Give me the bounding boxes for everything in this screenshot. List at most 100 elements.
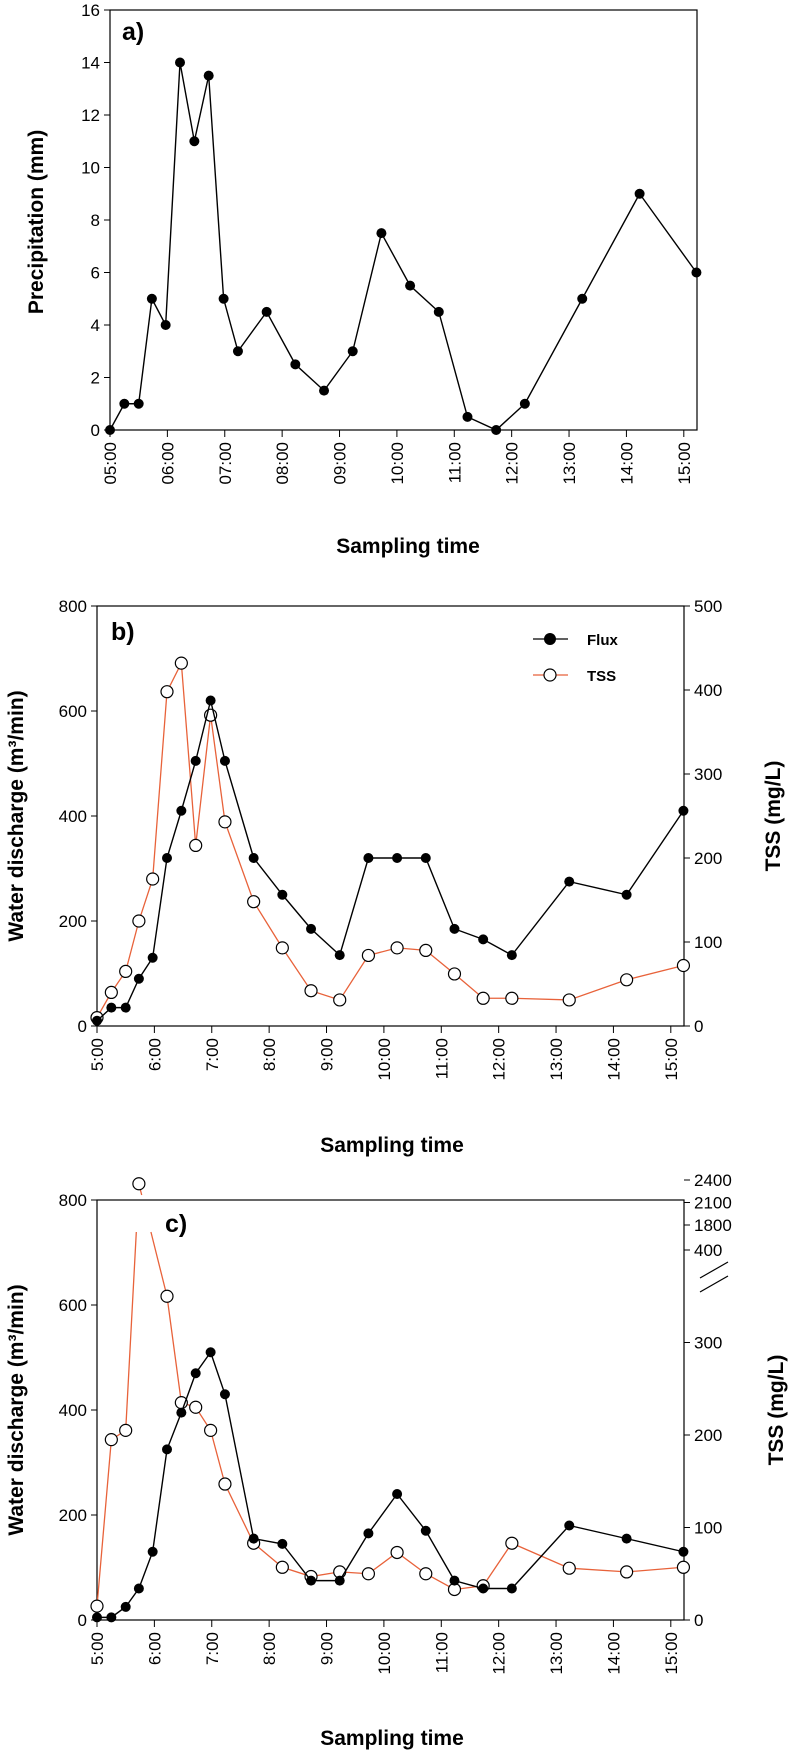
data-point-tss	[620, 973, 634, 987]
x-tick-label: 12:00	[503, 442, 522, 485]
x-tick-label: 11:00	[432, 1632, 451, 1673]
x-tick-label: 5:00	[88, 1632, 107, 1665]
series-line-flux	[97, 1350, 684, 1619]
data-point-precipitation	[634, 188, 645, 199]
y-tick-label: 400	[59, 807, 87, 826]
panel-label-c: c)	[165, 1210, 187, 1238]
x-tick-label: 15:00	[675, 442, 694, 485]
x-tick-label: 14:00	[617, 442, 636, 485]
x-tick-label: 9:00	[318, 1038, 337, 1071]
x-tick-label: 5:00	[88, 1038, 107, 1071]
data-point-flux	[162, 1444, 173, 1455]
y-tick-label: 200	[59, 1506, 87, 1525]
x-tick-label: 15:00	[662, 1632, 681, 1675]
data-point-tss	[562, 1561, 576, 1575]
x-tick-label: 6:00	[145, 1038, 164, 1071]
series-line-flux	[96, 700, 685, 1022]
series-line-tss	[96, 660, 684, 1018]
data-point-flux	[106, 1612, 117, 1623]
y2-tick-label: 200	[694, 849, 722, 868]
x-tick-label: 8:00	[260, 1632, 279, 1665]
x-tick-label: 11:00	[432, 1038, 451, 1079]
data-point-flux	[392, 853, 403, 863]
x-tick-label: 15:00	[662, 1038, 681, 1081]
data-point-tss	[160, 1289, 174, 1303]
data-point-precipitation	[691, 267, 702, 278]
y-tick-label: 14	[81, 54, 100, 73]
data-point-tss	[132, 1177, 146, 1191]
data-point-flux	[363, 1528, 374, 1539]
x-tick-label: 13:00	[547, 1632, 566, 1675]
data-point-precipitation	[189, 136, 200, 147]
y-tick-label: 600	[59, 702, 87, 721]
panel-b: b) Water discharge (m³/min) TSS (mg/L) S…	[5, 597, 785, 1157]
panel-a: a) Precipitation (mm) Sampling time 0 2 4 6…	[25, 1, 702, 558]
data-point-tss	[447, 967, 462, 981]
data-point-flux	[106, 1002, 117, 1013]
plot-frame-a	[109, 9, 698, 431]
x-tick-label: 7:00	[203, 1632, 222, 1665]
x-ticks-c: 5:00 6:00 7:00 8:00 9:00 10:00 11:00 12:00 13:00…	[88, 1620, 681, 1675]
data-point-flux	[621, 1533, 632, 1544]
data-point-flux	[92, 1015, 102, 1026]
data-point-precipitation	[232, 346, 243, 357]
x-tick-label: 06:00	[158, 442, 177, 485]
y2-axis-title-b: TSS (mg/L)	[762, 761, 785, 872]
x-tick-label: 11:00	[445, 442, 464, 483]
data-point-tss	[333, 993, 347, 1007]
y-tick-label: 0	[91, 421, 100, 440]
data-point-flux	[147, 1546, 158, 1557]
y-tick-label: 600	[59, 1296, 87, 1315]
data-point-tss	[275, 941, 289, 955]
data-point-tss	[275, 1560, 289, 1574]
y2-tick-label: 500	[694, 597, 722, 616]
y-tick-label: 2	[91, 369, 100, 388]
data-point-tss	[160, 685, 174, 699]
y-axis-title-b-text: Water discharge (m³/min)	[5, 690, 28, 941]
data-point-precipitation	[105, 425, 115, 435]
data-point-flux	[306, 1575, 317, 1586]
data-point-flux	[564, 876, 575, 887]
x-tick-label: 12:00	[490, 1038, 509, 1081]
data-point-precipitation	[491, 425, 502, 435]
data-point-flux	[420, 1525, 431, 1536]
data-point-flux	[621, 889, 632, 900]
x-tick-label: 08:00	[273, 442, 292, 485]
x-ticks-b: 5:00 6:00 7:00 8:00 9:00 10:00 11:00 12:00 13:00…	[88, 1026, 681, 1081]
data-point-precipitation	[203, 70, 214, 81]
y2-tick-label: 300	[694, 765, 722, 784]
data-point-flux	[449, 923, 460, 934]
data-point-tss	[476, 991, 490, 1005]
x-tick-label: 14:00	[604, 1632, 623, 1675]
panel-c: c) Water discharge (m³/min) TSS (mg/L) S…	[5, 1171, 788, 1750]
data-point-precipitation	[119, 398, 130, 409]
legend-tss-marker	[543, 668, 557, 682]
y-axis-title-a: Precipitation (mm)	[25, 130, 48, 314]
axis-break-mark-bottom	[699, 1275, 729, 1293]
data-point-flux	[92, 1612, 102, 1623]
data-point-tss	[189, 1400, 203, 1414]
data-point-precipitation	[133, 398, 144, 409]
x-tick-label: 13:00	[547, 1038, 566, 1081]
data-point-flux	[205, 695, 216, 706]
y2-tick-label: 0	[694, 1017, 703, 1036]
y-ticks-b: 0 200 400 600 800	[59, 597, 97, 1036]
data-point-precipitation	[160, 320, 171, 330]
legend-tss-label: TSS	[587, 668, 616, 685]
data-point-tss	[132, 914, 146, 928]
data-point-precipitation	[146, 293, 157, 304]
data-point-tss	[505, 1536, 519, 1550]
data-point-flux	[678, 805, 689, 816]
data-point-flux	[277, 1538, 288, 1549]
data-point-flux	[219, 755, 230, 766]
x-tick-label: 10:00	[375, 1038, 394, 1081]
data-point-flux	[176, 805, 187, 816]
x-tick-label: 13:00	[560, 442, 579, 485]
y2-tick-label: 2400	[694, 1171, 732, 1190]
data-point-tss	[104, 1433, 118, 1447]
x-tick-label: 12:00	[490, 1632, 509, 1675]
axis-break-c	[699, 1261, 729, 1293]
data-point-tss	[620, 1565, 634, 1579]
y-tick-label: 0	[78, 1017, 87, 1036]
